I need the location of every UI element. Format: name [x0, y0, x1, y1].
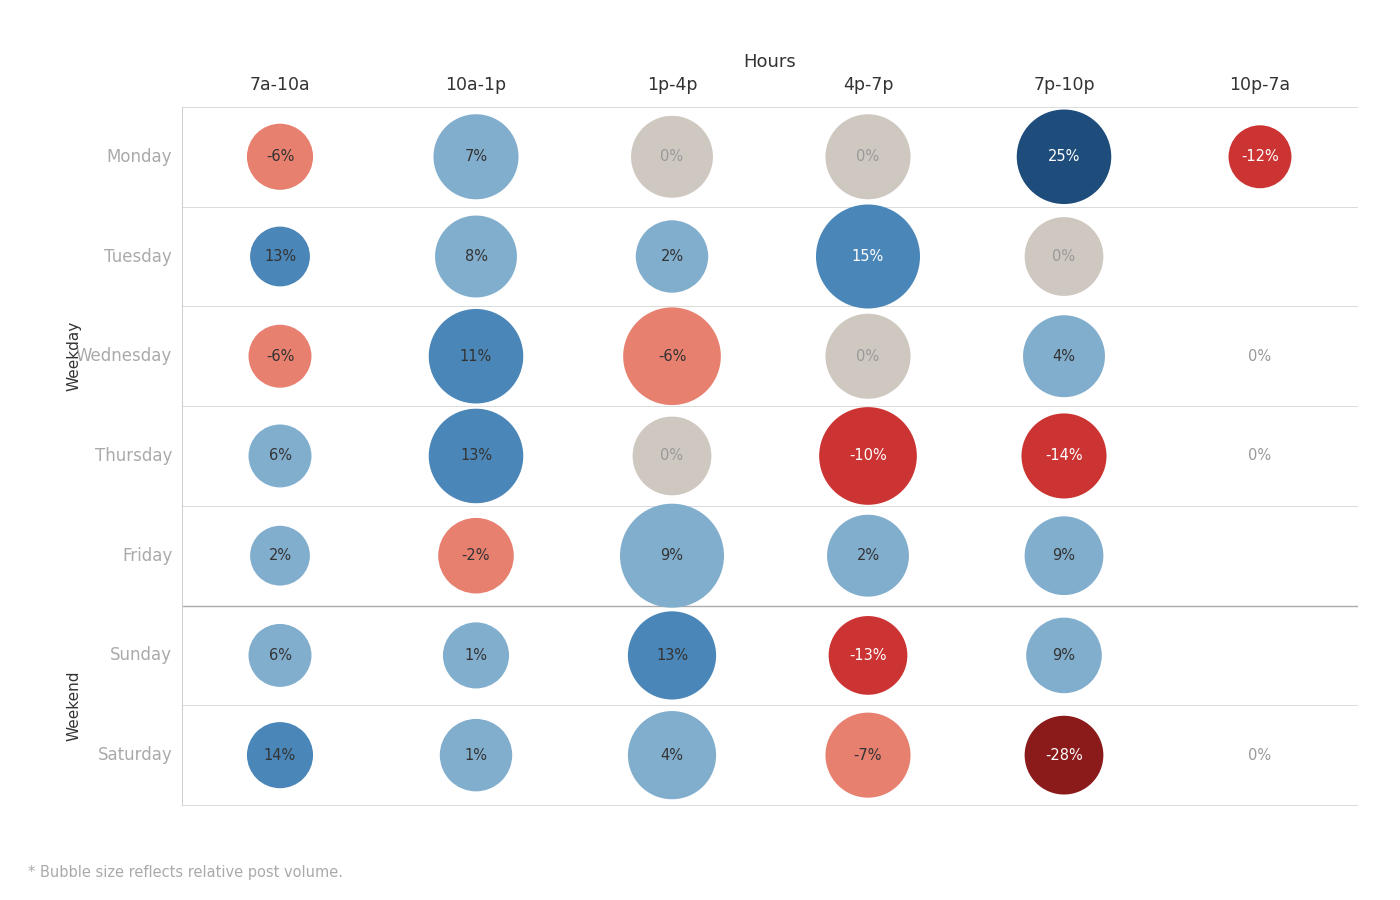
- Ellipse shape: [1022, 413, 1106, 499]
- Text: 0%: 0%: [1249, 748, 1271, 762]
- Text: 0%: 0%: [661, 448, 683, 464]
- Text: Hours: Hours: [743, 53, 797, 71]
- Text: 8%: 8%: [465, 249, 487, 264]
- Text: 10p-7a: 10p-7a: [1229, 76, 1291, 94]
- Text: 6%: 6%: [269, 448, 291, 464]
- Ellipse shape: [1025, 517, 1103, 595]
- Text: -28%: -28%: [1046, 748, 1082, 762]
- Text: 0%: 0%: [661, 149, 683, 165]
- Text: -6%: -6%: [266, 348, 294, 364]
- Ellipse shape: [438, 518, 514, 593]
- Text: Sunday: Sunday: [111, 646, 172, 664]
- Text: Weekday: Weekday: [67, 321, 81, 392]
- Text: Wednesday: Wednesday: [76, 347, 172, 365]
- Text: 46%: 46%: [1243, 548, 1277, 563]
- Text: -7%: -7%: [854, 748, 882, 762]
- Text: 13%: 13%: [657, 648, 687, 663]
- Ellipse shape: [631, 116, 713, 198]
- Text: 4%: 4%: [1053, 348, 1075, 364]
- Text: 25%: 25%: [1047, 149, 1081, 165]
- Text: 7p-10p: 7p-10p: [1033, 76, 1095, 94]
- Text: 0%: 0%: [857, 149, 879, 165]
- Ellipse shape: [434, 114, 518, 199]
- Text: 2%: 2%: [269, 548, 291, 563]
- Ellipse shape: [1025, 217, 1103, 296]
- Text: 9%: 9%: [661, 548, 683, 563]
- Text: Friday: Friday: [122, 546, 172, 564]
- Ellipse shape: [428, 409, 524, 503]
- Text: Saturday: Saturday: [98, 746, 172, 764]
- Text: 1p-4p: 1p-4p: [647, 76, 697, 94]
- Text: 13%: 13%: [461, 448, 491, 464]
- Text: -10%: -10%: [850, 448, 886, 464]
- Text: 6%: 6%: [269, 648, 291, 663]
- Ellipse shape: [1023, 315, 1105, 397]
- Text: 0%: 0%: [1249, 348, 1271, 364]
- Ellipse shape: [249, 425, 311, 488]
- Ellipse shape: [246, 123, 314, 190]
- Ellipse shape: [442, 623, 510, 688]
- Ellipse shape: [827, 515, 909, 597]
- Text: 7%: 7%: [465, 149, 487, 165]
- Text: Thursday: Thursday: [95, 447, 172, 465]
- Ellipse shape: [1016, 110, 1112, 204]
- Text: Weekend: Weekend: [67, 670, 81, 741]
- Text: -14%: -14%: [1046, 448, 1082, 464]
- Ellipse shape: [620, 504, 724, 608]
- Text: 2%: 2%: [857, 548, 879, 563]
- Text: -13%: -13%: [850, 648, 886, 663]
- Ellipse shape: [1026, 617, 1102, 693]
- Ellipse shape: [826, 114, 910, 199]
- Text: 13%: 13%: [265, 249, 295, 264]
- Ellipse shape: [826, 314, 910, 399]
- Text: -12%: -12%: [1242, 149, 1278, 165]
- Ellipse shape: [428, 309, 524, 403]
- Text: -2%: -2%: [462, 548, 490, 563]
- Ellipse shape: [819, 407, 917, 505]
- Ellipse shape: [829, 616, 907, 695]
- Text: 0%: 0%: [1053, 249, 1075, 264]
- Text: Tuesday: Tuesday: [105, 248, 172, 266]
- Ellipse shape: [1229, 125, 1291, 188]
- Ellipse shape: [816, 204, 920, 309]
- Text: -6%: -6%: [658, 348, 686, 364]
- Ellipse shape: [249, 325, 311, 388]
- Text: Monday: Monday: [106, 148, 172, 166]
- Ellipse shape: [636, 220, 708, 292]
- Text: 0%: 0%: [857, 348, 879, 364]
- Text: 9%: 9%: [1053, 648, 1075, 663]
- Ellipse shape: [440, 719, 512, 791]
- Text: 27%: 27%: [1243, 249, 1277, 264]
- Text: 1%: 1%: [465, 748, 487, 762]
- Ellipse shape: [826, 713, 910, 797]
- Ellipse shape: [251, 227, 309, 286]
- Text: -6%: -6%: [266, 149, 294, 165]
- Text: 4%: 4%: [661, 748, 683, 762]
- Text: * Bubble size reflects relative post volume.: * Bubble size reflects relative post vol…: [28, 866, 343, 880]
- Ellipse shape: [623, 308, 721, 405]
- Text: 9%: 9%: [1053, 548, 1075, 563]
- Ellipse shape: [1025, 716, 1103, 795]
- Text: 74%: 74%: [1243, 648, 1277, 663]
- Text: 14%: 14%: [263, 748, 297, 762]
- Ellipse shape: [627, 611, 717, 699]
- Ellipse shape: [633, 417, 711, 495]
- Text: 11%: 11%: [459, 348, 493, 364]
- Ellipse shape: [251, 526, 309, 586]
- Text: 2%: 2%: [661, 249, 683, 264]
- Ellipse shape: [435, 216, 517, 297]
- Text: 10a-1p: 10a-1p: [445, 76, 507, 94]
- Text: 1%: 1%: [465, 648, 487, 663]
- Text: 4p-7p: 4p-7p: [843, 76, 893, 94]
- Text: 0%: 0%: [1249, 448, 1271, 464]
- Text: 15%: 15%: [851, 249, 885, 264]
- Ellipse shape: [627, 711, 717, 799]
- Ellipse shape: [249, 624, 311, 687]
- Ellipse shape: [246, 722, 314, 788]
- Text: 7a-10a: 7a-10a: [249, 76, 311, 94]
